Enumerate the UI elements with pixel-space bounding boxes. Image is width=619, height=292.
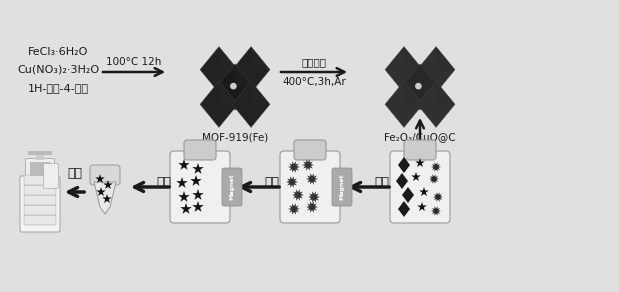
FancyBboxPatch shape [404,140,436,160]
FancyBboxPatch shape [24,195,56,205]
Polygon shape [396,173,408,189]
FancyBboxPatch shape [390,151,450,223]
Text: Fe₂O₃/CuO@C: Fe₂O₃/CuO@C [384,132,456,142]
Text: Magnet: Magnet [230,174,235,200]
Polygon shape [401,64,439,110]
Text: Magnet: Magnet [339,174,345,200]
FancyBboxPatch shape [332,168,352,206]
FancyBboxPatch shape [24,175,56,185]
FancyBboxPatch shape [24,215,56,225]
Text: 洗脱: 洗脱 [157,175,171,189]
FancyBboxPatch shape [24,205,56,215]
Polygon shape [398,157,410,173]
Polygon shape [415,158,425,167]
Bar [28,151,52,155]
Text: 分离: 分离 [264,175,280,189]
Polygon shape [193,201,204,212]
Polygon shape [232,47,270,93]
Text: 1H-吱唠-4-甲酸: 1H-吱唠-4-甲酸 [27,83,89,93]
Polygon shape [95,174,105,183]
Polygon shape [411,172,421,181]
Circle shape [231,84,236,89]
Polygon shape [288,203,300,215]
Text: 400°C,3h,Ar: 400°C,3h,Ar [282,77,346,87]
FancyBboxPatch shape [90,165,120,185]
Polygon shape [190,175,202,186]
Polygon shape [433,192,443,202]
Polygon shape [417,47,455,93]
Polygon shape [102,194,112,203]
Polygon shape [308,191,320,203]
Polygon shape [402,187,414,203]
Polygon shape [103,180,113,189]
Polygon shape [420,64,439,87]
Circle shape [416,84,421,89]
Polygon shape [219,81,238,104]
Text: 100°C 12h: 100°C 12h [106,57,162,67]
Polygon shape [180,203,192,214]
Polygon shape [292,189,304,201]
Polygon shape [232,81,270,127]
Text: 分析: 分析 [67,167,82,180]
Polygon shape [96,187,106,196]
Polygon shape [404,47,423,70]
Text: MOF-919(Fe): MOF-919(Fe) [202,132,268,142]
FancyBboxPatch shape [222,168,242,206]
Polygon shape [436,81,455,104]
Polygon shape [286,176,298,188]
Polygon shape [288,161,300,173]
FancyBboxPatch shape [170,151,230,223]
Polygon shape [251,81,270,104]
Text: 高温锻烧: 高温锻烧 [301,57,326,67]
Polygon shape [200,81,238,127]
Polygon shape [251,47,270,70]
Polygon shape [176,177,188,188]
Polygon shape [235,64,254,87]
Polygon shape [219,47,238,70]
Polygon shape [306,173,318,185]
FancyBboxPatch shape [24,185,56,195]
FancyBboxPatch shape [294,140,326,160]
Polygon shape [385,81,423,127]
Polygon shape [385,47,423,93]
Text: Cu(NO₃)₂·3H₂O: Cu(NO₃)₂·3H₂O [17,65,99,75]
Polygon shape [178,191,189,202]
Bar [36,155,44,160]
FancyBboxPatch shape [280,151,340,223]
Polygon shape [429,174,439,184]
FancyBboxPatch shape [20,176,60,232]
FancyBboxPatch shape [43,164,59,189]
Polygon shape [417,202,426,211]
Polygon shape [302,159,314,171]
Polygon shape [419,187,429,196]
Polygon shape [398,201,410,217]
Polygon shape [417,81,455,127]
FancyBboxPatch shape [25,159,54,180]
Polygon shape [431,206,441,216]
Polygon shape [436,47,455,70]
Polygon shape [431,162,441,172]
Polygon shape [200,47,238,93]
Polygon shape [404,81,423,104]
FancyBboxPatch shape [184,140,216,160]
Polygon shape [193,163,204,174]
Text: FeCl₃·6H₂O: FeCl₃·6H₂O [28,47,88,57]
Polygon shape [306,201,318,213]
Polygon shape [216,64,254,110]
Bar [30,162,50,176]
Polygon shape [193,189,204,200]
Polygon shape [94,182,116,214]
Text: 吸收: 吸收 [374,175,389,189]
Polygon shape [178,159,189,170]
